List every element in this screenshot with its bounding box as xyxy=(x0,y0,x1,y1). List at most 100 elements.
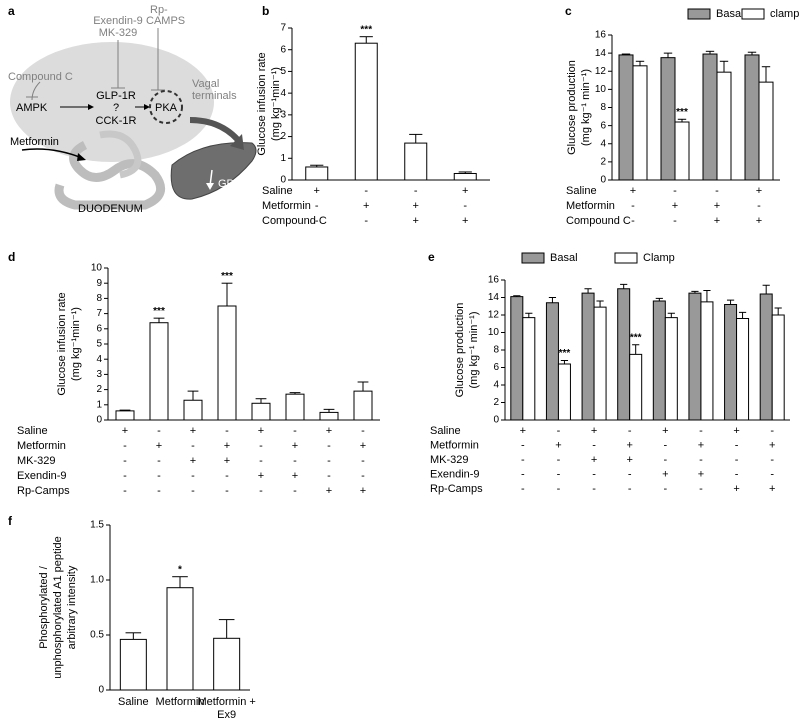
condition-sign: - xyxy=(157,470,161,482)
condition-sign: - xyxy=(157,485,161,497)
condition-name: Metformin xyxy=(17,440,66,452)
y-axis-label: (mg kg⁻¹ min⁻¹) xyxy=(468,312,480,389)
condition-sign: - xyxy=(735,468,739,480)
metformin-arrow xyxy=(21,148,83,159)
condition-sign: - xyxy=(259,455,263,467)
condition-name: Rp-Camps xyxy=(430,483,483,495)
label: MK-329 xyxy=(99,27,138,39)
liver xyxy=(170,142,257,200)
y-axis-label: Phosphorylated / xyxy=(38,565,50,648)
condition-sign: - xyxy=(191,470,195,482)
condition-sign: + xyxy=(591,454,597,466)
y-axis-label: (mg kg⁻¹ min⁻¹) xyxy=(580,69,592,146)
condition-sign: - xyxy=(521,454,525,466)
bar xyxy=(674,121,690,181)
x-tick-label: Metformin + Ex9 xyxy=(197,696,256,721)
condition-sign: - xyxy=(631,215,635,227)
label: DUODENUM xyxy=(78,203,143,215)
bar xyxy=(404,142,428,181)
y-tick-label: 4 xyxy=(280,88,286,99)
label: GP xyxy=(218,178,234,190)
bar xyxy=(702,53,718,181)
label: ? xyxy=(113,102,119,114)
label: terminals xyxy=(192,90,237,102)
cell-body xyxy=(10,42,214,162)
bar xyxy=(618,54,634,181)
condition-sign: + xyxy=(662,425,668,437)
bar xyxy=(688,292,702,421)
label: GLP-1R xyxy=(96,90,136,102)
condition-sign: - xyxy=(191,485,195,497)
legend-label: Basal xyxy=(550,252,578,264)
bar xyxy=(744,54,760,181)
y-tick-label: 10 xyxy=(595,84,607,95)
condition-sign: - xyxy=(327,470,331,482)
bar xyxy=(632,65,648,181)
bar xyxy=(581,292,595,421)
y-tick-label: 4 xyxy=(493,380,499,391)
condition-sign: + xyxy=(733,483,739,495)
bar xyxy=(736,318,750,421)
bar xyxy=(759,293,773,421)
condition-sign: - xyxy=(699,454,703,466)
condition-sign: - xyxy=(557,468,561,480)
significance: *** xyxy=(221,271,233,282)
condition-sign: + xyxy=(714,200,720,212)
condition-sign: + xyxy=(626,454,632,466)
condition-sign: - xyxy=(123,470,127,482)
condition-sign: + xyxy=(733,425,739,437)
condition-sign: + xyxy=(258,425,264,437)
arrowhead xyxy=(206,183,214,190)
y-tick-label: 0 xyxy=(98,685,104,696)
condition-name: Saline xyxy=(430,425,461,437)
bar xyxy=(660,57,676,181)
condition-sign: - xyxy=(327,455,331,467)
condition-sign: - xyxy=(673,215,677,227)
y-axis-label: arbitrary intensity xyxy=(66,565,78,649)
condition-sign: + xyxy=(224,440,230,452)
condition-sign: + xyxy=(520,425,526,437)
y-tick-label: 8 xyxy=(493,345,499,356)
condition-sign: + xyxy=(258,470,264,482)
condition-sign: + xyxy=(756,215,762,227)
y-tick-label: 1.5 xyxy=(90,520,104,531)
bar xyxy=(522,317,536,421)
bar xyxy=(213,637,241,691)
significance: *** xyxy=(630,332,642,343)
y-tick-label: 0 xyxy=(600,175,606,186)
condition-sign: - xyxy=(123,485,127,497)
y-axis-label: Glucose infusion rate xyxy=(56,292,68,395)
condition-sign: - xyxy=(770,454,774,466)
condition-name: Exendin-9 xyxy=(17,470,67,482)
bar xyxy=(354,42,378,181)
condition-sign: - xyxy=(157,455,161,467)
arrowhead xyxy=(88,104,94,110)
condition-sign: - xyxy=(123,440,127,452)
condition-sign: - xyxy=(361,425,365,437)
legend-swatch xyxy=(521,252,545,264)
bar xyxy=(617,288,631,421)
significance: *** xyxy=(559,348,571,359)
condition-sign: + xyxy=(672,200,678,212)
label: Exendin-9 xyxy=(93,15,143,27)
arrowhead xyxy=(144,104,150,110)
label: Metformin xyxy=(10,136,59,148)
condition-sign: - xyxy=(557,454,561,466)
y-tick-label: 6 xyxy=(493,362,499,373)
y-tick-label: 4 xyxy=(600,138,606,149)
condition-sign: - xyxy=(631,200,635,212)
legend-swatch xyxy=(687,8,711,20)
y-tick-label: 0.5 xyxy=(90,630,104,641)
bar xyxy=(758,81,774,181)
arrow xyxy=(189,117,241,143)
condition-sign: + xyxy=(360,440,366,452)
condition-sign: + xyxy=(122,425,128,437)
condition-sign: - xyxy=(327,440,331,452)
condition-sign: + xyxy=(363,200,369,212)
arrowhead xyxy=(77,153,86,161)
bar xyxy=(652,300,666,421)
y-tick-label: 0 xyxy=(493,415,499,426)
panel-a: a Compound C Exendin-9 MK-329 Rp- CAMPS … xyxy=(8,4,257,215)
